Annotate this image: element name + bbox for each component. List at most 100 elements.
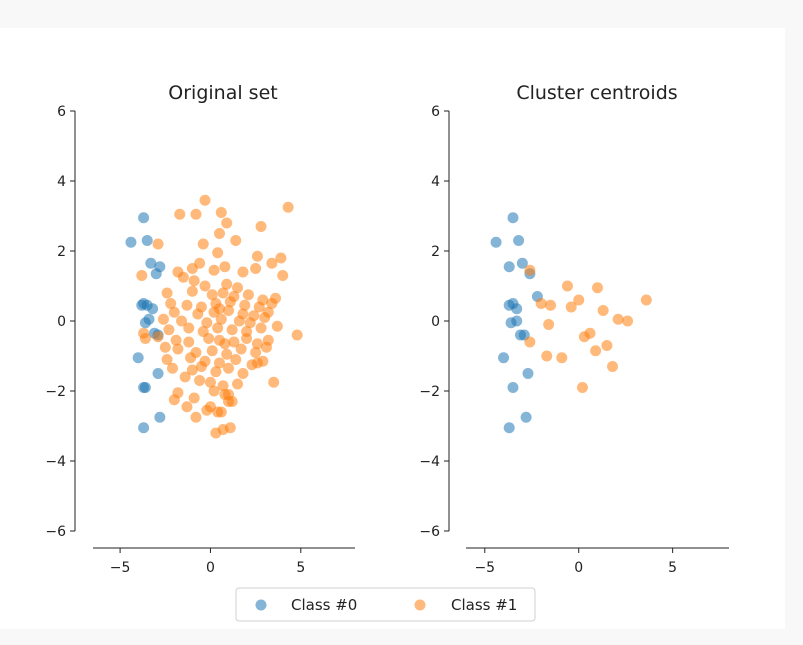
scatter-point-class-1 — [565, 301, 577, 313]
scatter-point-class-1 — [203, 333, 215, 344]
scatter-point-class-1 — [204, 376, 216, 388]
scatter-point-class-1 — [219, 338, 231, 350]
scatter-point-class-1 — [239, 299, 251, 311]
scatter-point-class-1 — [259, 312, 271, 323]
scatter-point-class-1 — [622, 315, 634, 327]
scatter-point-class-0 — [520, 411, 532, 423]
scatter-point-class-1 — [266, 298, 278, 309]
scatter-point-class-0 — [125, 236, 137, 248]
scatter-point-class-1 — [213, 228, 225, 239]
scatter-point-class-1 — [177, 271, 189, 283]
scatter-point-class-1 — [260, 341, 272, 353]
scatter-point-class-0 — [507, 382, 519, 393]
scatter-point-class-0 — [138, 382, 150, 393]
scatter-point-class-1 — [195, 361, 207, 372]
scatter-point-class-1 — [136, 270, 148, 281]
scatter-point-class-1 — [167, 362, 179, 374]
scatter-point-class-0 — [145, 257, 157, 269]
scatter-point-class-1 — [199, 280, 211, 292]
subplot-original-set: Original set −6 −4 −2 0 2 4 6 −5 0 5 — [45, 82, 355, 576]
scatter-point-class-1 — [241, 333, 253, 344]
scatter-point-class-0 — [147, 303, 159, 315]
scatter-point-class-1 — [201, 317, 213, 329]
x-tick-label: 5 — [668, 560, 677, 576]
scatter-point-class-1 — [208, 264, 220, 276]
scatter-point-class-1 — [223, 389, 235, 400]
scatter-point-class-1 — [208, 385, 220, 397]
y-tick-label: −2 — [45, 384, 66, 400]
legend-marker-class-0 — [255, 599, 267, 611]
subplot-cluster-centroids: Cluster centroids −6 −4 −2 0 2 4 6 −5 0 5 — [419, 82, 729, 576]
legend-frame — [235, 587, 536, 622]
scatter-point-class-1 — [212, 322, 224, 334]
scatter-point-class-1 — [291, 329, 303, 341]
scatter-point-class-1 — [219, 261, 231, 273]
scatter-point-class-0 — [503, 422, 515, 434]
scatter-point-class-0 — [152, 368, 164, 379]
x-tick-label: −5 — [110, 560, 131, 576]
scatter-point-class-1 — [179, 371, 191, 383]
y-tick-label: −6 — [419, 524, 440, 540]
scatter-point-class-0 — [516, 257, 528, 269]
scatter-point-class-1 — [163, 324, 175, 336]
scatter-point-class-1 — [251, 357, 263, 369]
scatter-point-class-1 — [168, 306, 180, 318]
scatter-point-class-1 — [206, 289, 218, 301]
y-tick-label: 4 — [431, 174, 440, 190]
scatter-point-class-1 — [217, 380, 229, 392]
scatter-point-class-1 — [543, 319, 555, 330]
scatter-point-class-1 — [186, 263, 198, 274]
legend-label-class-1: Class #1 — [451, 596, 517, 614]
legend-marker-class-1 — [414, 599, 426, 611]
scatter-point-class-1 — [221, 278, 233, 290]
scatter-point-class-1 — [640, 294, 652, 306]
scatter-point-class-0 — [511, 303, 523, 315]
scatter-point-class-1 — [194, 375, 206, 386]
scatter-point-class-0 — [498, 352, 510, 364]
y-tick-label: 4 — [57, 174, 66, 190]
legend: Class #0 Class #1 — [235, 587, 536, 622]
scatter-point-class-1 — [612, 313, 624, 325]
scatter-point-class-1 — [576, 382, 588, 393]
scatter-point-class-1 — [221, 217, 233, 229]
scatter-point-class-1 — [197, 238, 209, 250]
scatter-point-class-1 — [161, 287, 173, 299]
y-tick-label: 6 — [57, 104, 66, 120]
y-tick-label: 0 — [431, 314, 440, 330]
scatter-point-class-1 — [181, 299, 193, 311]
scatter-point-class-1 — [159, 341, 171, 353]
figure-canvas — [0, 28, 785, 629]
scatter-point-class-0 — [154, 411, 166, 423]
scatter-point-class-1 — [188, 392, 200, 404]
x-tick-label: −5 — [474, 560, 495, 576]
scatter-point-class-1 — [573, 294, 585, 306]
scatter-point-class-1 — [524, 264, 536, 276]
scatter-point-class-1 — [590, 345, 602, 357]
scatter-point-class-1 — [253, 301, 265, 313]
scatter-point-class-0 — [138, 212, 150, 224]
y-tick-label: −4 — [45, 454, 66, 470]
scatter-point-class-1 — [277, 270, 289, 281]
scatter-point-class-1 — [226, 324, 238, 336]
scatter-point-class-1 — [206, 345, 218, 357]
scatter-point-class-1 — [592, 282, 603, 294]
x-tick-label: 0 — [574, 560, 583, 576]
scatter-point-class-1 — [181, 401, 193, 413]
scatter-point-class-1 — [232, 282, 244, 294]
scatter-point-class-1 — [255, 221, 267, 232]
scatter-point-class-1 — [235, 343, 247, 355]
scatter-point-class-1 — [607, 361, 619, 372]
scatter-point-class-1 — [250, 347, 262, 358]
scatter-point-class-1 — [188, 275, 200, 287]
scatter-point-class-1 — [199, 194, 211, 206]
scatter-point-class-1 — [213, 303, 225, 315]
scatter-point-class-1 — [190, 411, 202, 423]
scatter-point-class-1 — [255, 322, 267, 334]
scatter-point-class-1 — [176, 315, 188, 327]
scatter-point-class-1 — [282, 201, 294, 213]
scatter-point-class-0 — [154, 261, 166, 273]
scatter-point-class-1 — [213, 357, 225, 369]
scatter-point-class-1 — [186, 364, 198, 376]
scatter-point-class-1 — [275, 252, 287, 264]
scatter-point-class-1 — [210, 366, 222, 378]
